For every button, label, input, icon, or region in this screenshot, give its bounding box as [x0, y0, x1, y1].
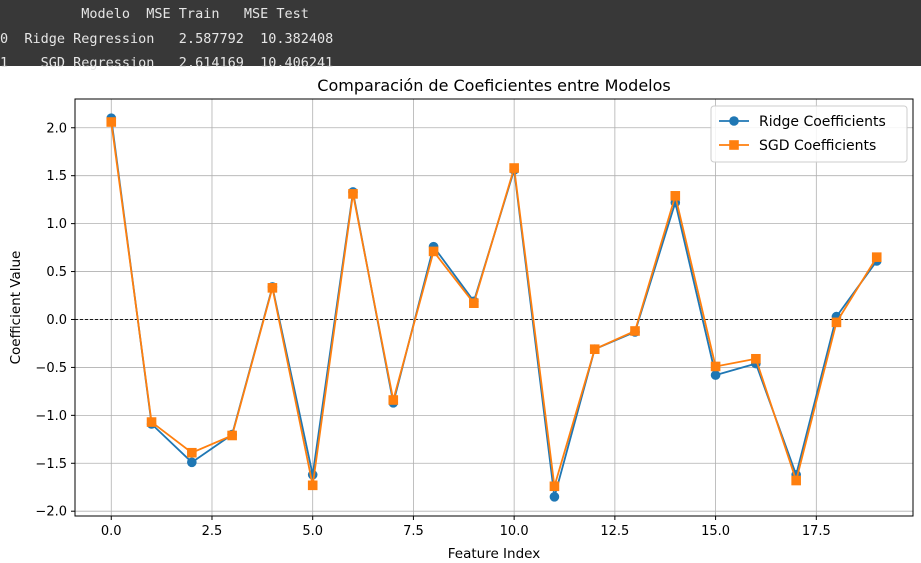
data-point	[710, 361, 721, 372]
x-tick-label: 7.5	[403, 524, 424, 539]
data-point	[831, 317, 842, 328]
data-point	[589, 344, 600, 354]
series-line	[110, 118, 878, 498]
series-sgd	[106, 117, 882, 492]
console-header: Modelo MSE Train MSE Test	[0, 6, 309, 22]
data-point	[267, 283, 278, 293]
y-tick-label: −1.0	[35, 409, 67, 424]
y-tick-label: −0.5	[35, 361, 67, 376]
data-point	[751, 353, 761, 364]
y-tick-label: −1.5	[35, 457, 67, 472]
data-point	[670, 191, 681, 201]
series-line	[110, 121, 878, 487]
legend-entry-sgd: SGD Coefficients	[719, 138, 876, 154]
x-tick-label: 5.0	[302, 524, 323, 539]
x-tick-label: 12.5	[600, 524, 629, 539]
coefficient-chart: 0.0 2.5 5.0 7.5 10.0 12.5 15.0 17.5 −2.0 −1.5 −1.0…	[8, 76, 914, 562]
data-point	[307, 480, 318, 491]
y-tick-label: 1.0	[46, 217, 67, 232]
chart-title: Comparación de Coeficientes entre Modelo…	[317, 76, 670, 95]
legend-marker	[729, 116, 739, 126]
x-axis-label: Feature Index	[448, 546, 540, 562]
series-layer	[106, 113, 882, 502]
y-tick-label: 0.0	[46, 313, 67, 328]
x-tick-label: 2.5	[202, 524, 223, 539]
axes-frame	[74, 98, 914, 517]
x-tick-label: 10.0	[500, 524, 529, 539]
data-point	[106, 117, 117, 127]
data-point	[871, 252, 882, 262]
data-point	[710, 370, 721, 380]
x-tick-label: 17.5	[802, 524, 831, 539]
legend-marker	[729, 140, 739, 150]
y-tick-label: 2.0	[46, 121, 67, 136]
y-tick-label: 1.5	[46, 169, 67, 184]
legend-label: Ridge Coefficients	[759, 114, 886, 130]
data-point	[509, 163, 519, 173]
console-row-sgd: 1 SGD Regression 2.614169 10.406241	[0, 55, 334, 71]
tick-layer: 0.0 2.5 5.0 7.5 10.0 12.5 15.0 17.5 −2.0 −1.5 −1.0…	[35, 121, 830, 539]
series-ridge	[106, 113, 882, 502]
data-point	[549, 492, 560, 502]
console-row-ridge: 0 Ridge Regression 2.587792 10.382408	[0, 30, 334, 47]
x-tick-label: 15.0	[701, 524, 730, 539]
data-point	[348, 189, 358, 199]
data-point	[428, 246, 439, 257]
y-tick-label: −2.0	[35, 505, 67, 520]
legend-entry-ridge: Ridge Coefficients	[719, 114, 886, 130]
console-output: Modelo MSE Train MSE Test 0 Ridge Regres…	[0, 0, 921, 71]
legend-box	[710, 105, 908, 163]
data-point	[630, 326, 640, 336]
data-point	[227, 430, 237, 441]
data-point	[469, 298, 479, 308]
data-point	[388, 395, 399, 405]
legend: Ridge Coefficients SGD Coefficients	[710, 105, 908, 163]
data-point	[549, 481, 560, 492]
y-axis-label: Coefficient Value	[8, 251, 24, 365]
y-tick-label: 0.5	[46, 265, 67, 280]
data-point	[791, 475, 801, 486]
data-point	[146, 417, 157, 427]
data-point	[187, 447, 197, 458]
legend-label: SGD Coefficients	[759, 138, 876, 154]
data-point	[187, 457, 197, 468]
x-tick-label: 0.0	[101, 524, 122, 539]
